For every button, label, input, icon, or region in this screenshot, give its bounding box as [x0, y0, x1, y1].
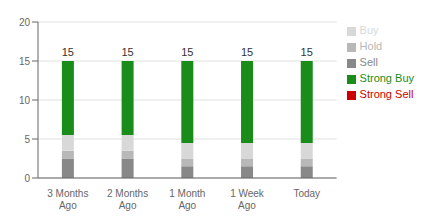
svg-text:15: 15: [241, 46, 253, 58]
svg-text:1 MonthAgo: 1 MonthAgo: [169, 188, 205, 211]
svg-text:15: 15: [62, 46, 74, 58]
svg-text:15: 15: [19, 56, 31, 67]
svg-text:15: 15: [181, 46, 193, 58]
html-text:Buy: Buy: [359, 24, 379, 36]
svg-text:15: 15: [301, 46, 313, 58]
svg-text:3 MonthsAgo: 3 MonthsAgo: [47, 188, 88, 211]
svg-text:20: 20: [19, 17, 31, 28]
svg-text:10: 10: [19, 95, 31, 106]
svg-text:15: 15: [121, 46, 133, 58]
svg-text:1 WeekAgo: 1 WeekAgo: [230, 188, 265, 211]
svg-text:0: 0: [24, 173, 30, 184]
svg-text:Today: Today: [293, 188, 320, 199]
svg-text:2 MonthsAgo: 2 MonthsAgo: [107, 188, 148, 211]
html-text:Hold: Hold: [359, 40, 383, 52]
html-text:Sell: Sell: [359, 56, 378, 68]
html-text:Strong Buy: Strong Buy: [359, 72, 414, 84]
html-text:Strong Sell: Strong Sell: [359, 88, 414, 100]
svg-text:5: 5: [24, 134, 30, 145]
